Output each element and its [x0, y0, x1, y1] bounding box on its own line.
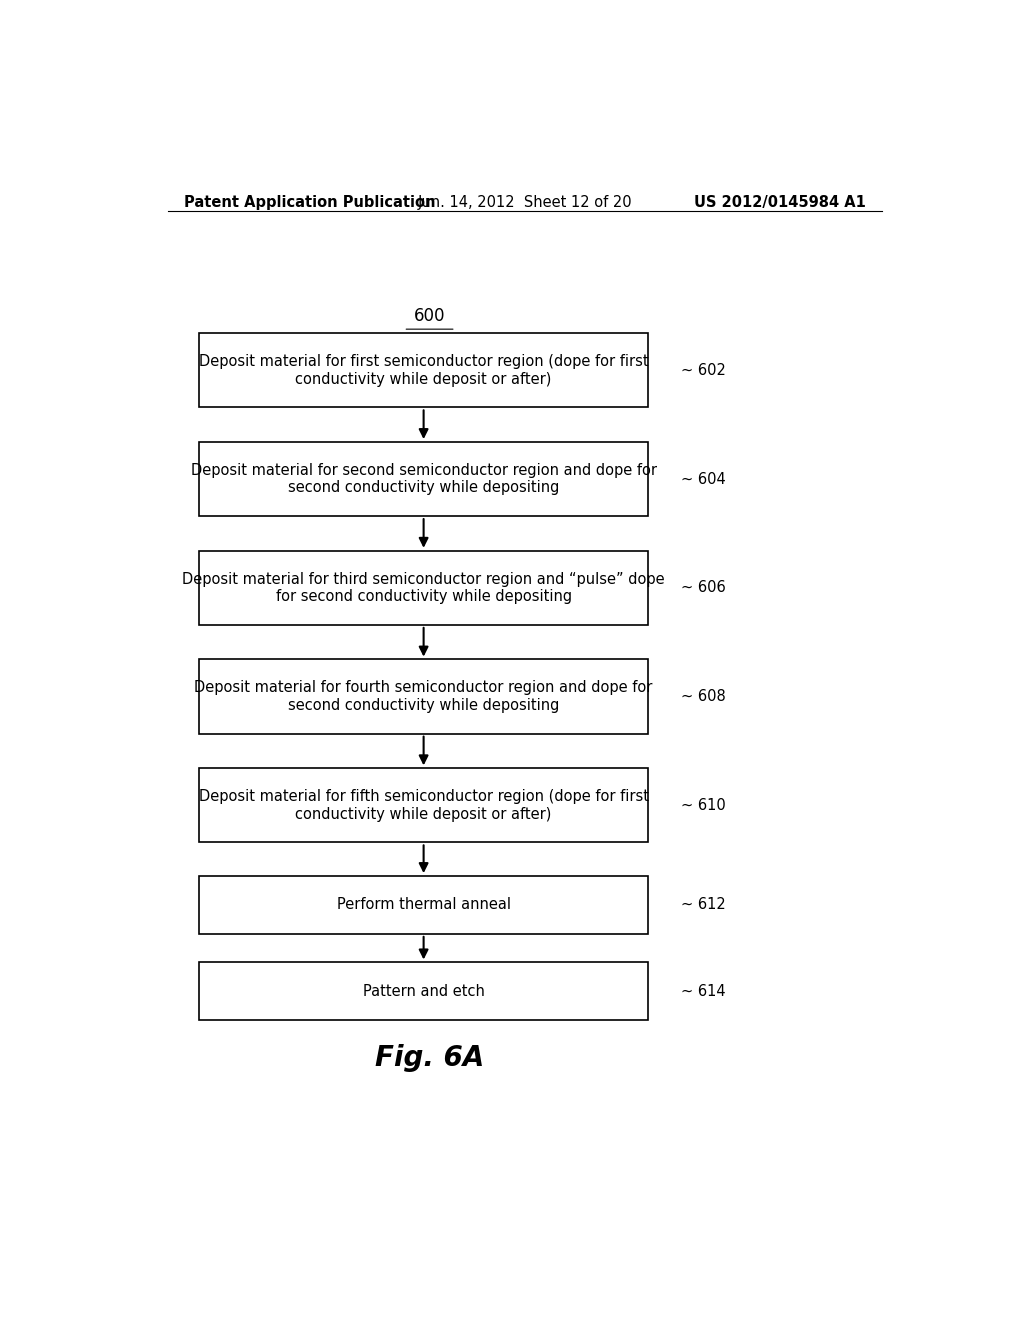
FancyBboxPatch shape — [200, 442, 648, 516]
FancyBboxPatch shape — [200, 550, 648, 624]
Text: US 2012/0145984 A1: US 2012/0145984 A1 — [694, 194, 866, 210]
Text: Deposit material for first semiconductor region (dope for first
conductivity whi: Deposit material for first semiconductor… — [199, 354, 648, 387]
Text: Fig. 6A: Fig. 6A — [375, 1044, 484, 1072]
FancyBboxPatch shape — [200, 768, 648, 842]
Text: Perform thermal anneal: Perform thermal anneal — [337, 898, 511, 912]
Text: 600: 600 — [414, 308, 445, 325]
FancyBboxPatch shape — [200, 333, 648, 408]
Text: Deposit material for third semiconductor region and “pulse” dope
for second cond: Deposit material for third semiconductor… — [182, 572, 665, 605]
FancyBboxPatch shape — [200, 660, 648, 734]
FancyBboxPatch shape — [200, 962, 648, 1020]
Text: Deposit material for fifth semiconductor region (dope for first
conductivity whi: Deposit material for fifth semiconductor… — [199, 789, 648, 821]
Text: ~ 602: ~ 602 — [681, 363, 726, 378]
Text: ~ 608: ~ 608 — [681, 689, 726, 704]
Text: ~ 612: ~ 612 — [681, 898, 726, 912]
Text: Deposit material for second semiconductor region and dope for
second conductivit: Deposit material for second semiconducto… — [190, 463, 656, 495]
FancyBboxPatch shape — [200, 876, 648, 935]
Text: Patent Application Publication: Patent Application Publication — [183, 194, 435, 210]
Text: ~ 606: ~ 606 — [681, 581, 726, 595]
Text: ~ 604: ~ 604 — [681, 471, 726, 487]
Text: Jun. 14, 2012  Sheet 12 of 20: Jun. 14, 2012 Sheet 12 of 20 — [418, 194, 632, 210]
Text: ~ 614: ~ 614 — [681, 983, 726, 999]
Text: ~ 610: ~ 610 — [681, 797, 726, 813]
Text: Deposit material for fourth semiconductor region and dope for
second conductivit: Deposit material for fourth semiconducto… — [195, 680, 653, 713]
Text: Pattern and etch: Pattern and etch — [362, 983, 484, 999]
